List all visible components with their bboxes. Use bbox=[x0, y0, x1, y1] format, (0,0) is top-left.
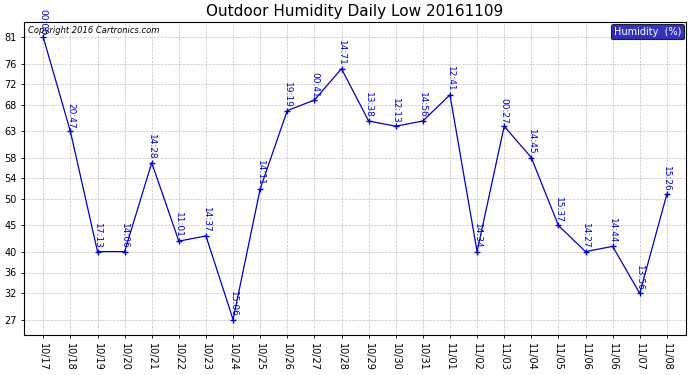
Text: 14:45: 14:45 bbox=[526, 129, 536, 155]
Text: 15:26: 15:26 bbox=[662, 166, 671, 191]
Text: 11:01: 11:01 bbox=[175, 213, 184, 238]
Text: 15:06: 15:06 bbox=[228, 291, 237, 317]
Text: 00:41: 00:41 bbox=[310, 72, 319, 98]
Text: 12:13: 12:13 bbox=[391, 98, 400, 123]
Text: 12:41: 12:41 bbox=[446, 66, 455, 92]
Text: 14:34: 14:34 bbox=[473, 223, 482, 249]
Text: 19:19: 19:19 bbox=[283, 82, 292, 108]
Text: 20:47: 20:47 bbox=[66, 103, 75, 129]
Text: 15:37: 15:37 bbox=[554, 197, 563, 223]
Text: 14:11: 14:11 bbox=[256, 160, 265, 186]
Text: 14:37: 14:37 bbox=[201, 207, 210, 233]
Text: 00:27: 00:27 bbox=[500, 98, 509, 123]
Text: 13:56: 13:56 bbox=[635, 265, 644, 291]
Title: Outdoor Humidity Daily Low 20161109: Outdoor Humidity Daily Low 20161109 bbox=[206, 4, 504, 19]
Text: 14:28: 14:28 bbox=[147, 134, 156, 160]
Legend: Humidity  (%): Humidity (%) bbox=[611, 24, 684, 39]
Text: 00:00: 00:00 bbox=[39, 9, 48, 34]
Text: 14:71: 14:71 bbox=[337, 40, 346, 66]
Text: Copyright 2016 Cartronics.com: Copyright 2016 Cartronics.com bbox=[28, 26, 159, 35]
Text: 14:56: 14:56 bbox=[418, 93, 427, 118]
Text: 14:44: 14:44 bbox=[608, 218, 617, 244]
Text: 14:06: 14:06 bbox=[120, 223, 129, 249]
Text: 14:27: 14:27 bbox=[581, 223, 590, 249]
Text: 13:38: 13:38 bbox=[364, 92, 373, 118]
Text: 17:13: 17:13 bbox=[93, 223, 102, 249]
